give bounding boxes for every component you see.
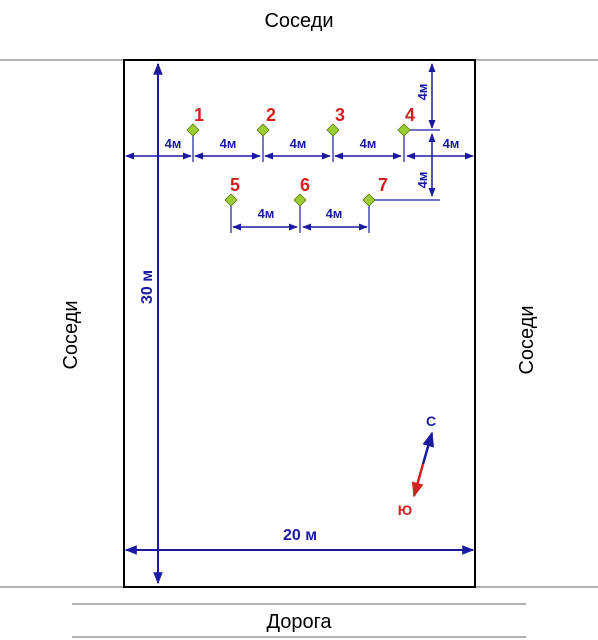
- tree-marker-icon: [293, 193, 307, 207]
- south-arrow-icon: [411, 463, 425, 498]
- south-label: Ю: [398, 502, 412, 518]
- spacing-label: 4м: [360, 136, 377, 151]
- tree-marker-icon: [326, 123, 340, 137]
- tree-number: 3: [335, 105, 345, 125]
- road-label: Дорога: [266, 611, 332, 633]
- north-arrow-icon: [421, 431, 434, 465]
- plot-outline: [123, 59, 476, 588]
- spacing-label: 4м: [415, 84, 430, 101]
- tree-4: 4: [397, 105, 415, 137]
- tree-6: 6: [293, 175, 310, 207]
- tree-marker-icon: [362, 193, 376, 207]
- tree-number: 6: [300, 175, 310, 195]
- tree-marker-icon: [397, 123, 411, 137]
- tree-number: 5: [230, 175, 240, 195]
- width-dimension-label: 20 м: [283, 527, 317, 544]
- tree-number: 2: [266, 105, 276, 125]
- vertical-spacing-dimensions: [372, 63, 440, 201]
- tree-marker-icon: [256, 123, 270, 137]
- spacing-label: 4м: [220, 136, 237, 151]
- spacing-label: 4м: [258, 206, 275, 221]
- tree-marker-icon: [186, 123, 200, 137]
- spacing-label: 4м: [415, 172, 430, 189]
- tree-marker-icon: [224, 193, 238, 207]
- tree-number: 1: [194, 105, 204, 125]
- tree-7: 7: [362, 175, 388, 207]
- tree-5: 5: [224, 175, 240, 207]
- left-neighbours-label: Соседи: [60, 300, 82, 369]
- spacing-label: 4м: [165, 136, 182, 151]
- compass: С Ю: [398, 413, 436, 518]
- row2-spacing-dimensions: [230, 205, 370, 233]
- top-neighbours-label: Соседи: [264, 10, 333, 32]
- north-label: С: [426, 413, 436, 429]
- tree-3: 3: [326, 105, 345, 137]
- spacing-label: 4м: [290, 136, 307, 151]
- tree-number: 4: [405, 105, 415, 125]
- tree-1: 1: [186, 105, 204, 137]
- length-dimension-label: 30 м: [139, 270, 156, 304]
- right-neighbours-label: Соседи: [516, 305, 538, 374]
- tree-2: 2: [256, 105, 276, 137]
- spacing-label: 4м: [326, 206, 343, 221]
- spacing-label: 4м: [443, 136, 460, 151]
- tree-number: 7: [378, 175, 388, 195]
